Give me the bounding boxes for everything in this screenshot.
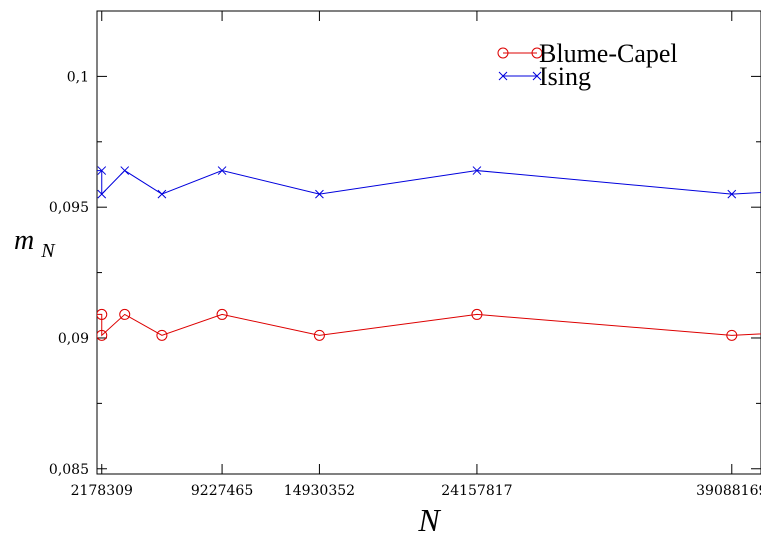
x-marker xyxy=(315,189,324,199)
y-tick-label: 0,1 xyxy=(67,69,89,85)
x-tick-label: 39088169 xyxy=(696,483,761,499)
circle-marker xyxy=(97,308,108,320)
y-tick-label: 0,085 xyxy=(49,462,89,478)
circle-marker xyxy=(97,329,108,341)
x-marker xyxy=(97,166,107,175)
plot-frame xyxy=(96,10,761,475)
x-marker xyxy=(120,166,130,175)
y-axis-title-subscript: N xyxy=(40,240,56,262)
circle-marker xyxy=(156,329,168,341)
series-line xyxy=(97,169,761,196)
legend-marker xyxy=(497,47,509,59)
legend-entry: Blume-Capel xyxy=(497,39,678,68)
x-marker xyxy=(727,189,737,199)
legend-marker xyxy=(498,71,508,81)
legend-entry: Ising xyxy=(498,62,591,91)
x-tick-label: 2178309 xyxy=(71,483,133,499)
legend-label: Ising xyxy=(539,62,591,91)
legend-label: Blume-Capel xyxy=(539,39,678,68)
x-marker xyxy=(84,167,92,175)
x-marker xyxy=(217,166,227,175)
x-marker xyxy=(97,189,107,199)
circle-marker xyxy=(83,309,93,319)
y-axis-title-main: m xyxy=(14,225,34,256)
y-tick-label: 0,09 xyxy=(58,331,89,347)
legend-marker xyxy=(531,47,543,59)
y-tick-label: 0,095 xyxy=(49,200,89,216)
x-tick-label: 24157817 xyxy=(441,483,512,499)
x-marker xyxy=(84,190,92,198)
x-tick-label: 14930352 xyxy=(284,483,355,499)
x-marker xyxy=(472,166,482,175)
x-marker xyxy=(157,189,167,199)
circle-marker xyxy=(471,308,483,320)
legend-marker xyxy=(532,71,542,81)
series-line xyxy=(97,313,761,337)
circle-marker xyxy=(119,308,131,320)
x-axis-title: N xyxy=(417,502,441,536)
series-ising xyxy=(84,166,761,199)
y-axis-title: m N xyxy=(14,225,56,262)
circle-marker xyxy=(313,329,325,341)
x-tick-label: 9227465 xyxy=(191,483,253,499)
circle-marker xyxy=(726,329,738,341)
series-blume-capel xyxy=(83,308,761,341)
circle-marker xyxy=(216,308,228,320)
